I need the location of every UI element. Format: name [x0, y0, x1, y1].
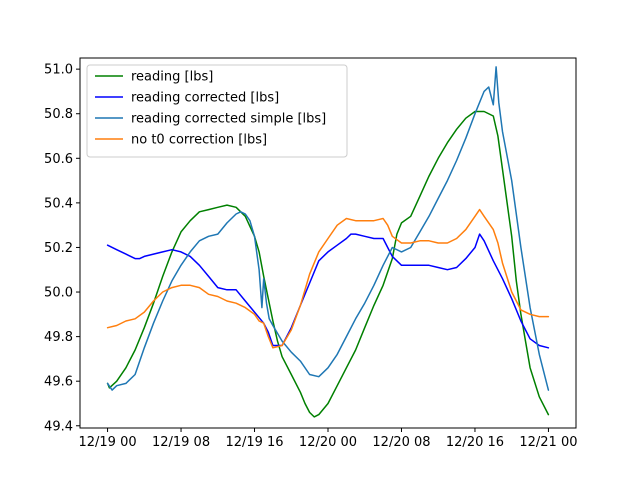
series-line-1 — [106, 233, 550, 349]
y-tick-label: 50.8 — [44, 107, 73, 122]
y-tick-label: 51.0 — [44, 63, 73, 78]
legend-label-1: reading corrected [lbs] — [131, 91, 279, 106]
legend-label-0: reading [lbs] — [131, 70, 213, 85]
y-tick-label: 49.4 — [44, 419, 73, 434]
x-tick-label: 12/20 08 — [372, 435, 430, 450]
x-tick-label: 12/19 16 — [225, 435, 283, 450]
y-tick-label: 49.6 — [44, 375, 73, 390]
x-tick-label: 12/21 00 — [519, 435, 577, 450]
legend-label-2: reading corrected simple [lbs] — [131, 112, 326, 127]
legend-label-3: no t0 correction [lbs] — [131, 133, 267, 148]
y-axis: 49.4 49.6 49.8 50.0 50.2 50.4 50.6 50.8 51.0 — [44, 63, 80, 434]
series-line-0 — [106, 110, 550, 418]
legend: reading [lbs] reading corrected [lbs] read… — [86, 64, 348, 158]
x-tick-label: 12/20 16 — [446, 435, 504, 450]
y-tick-label: 50.0 — [44, 286, 73, 301]
y-tick-label: 50.2 — [44, 241, 73, 256]
x-tick-label: 12/19 00 — [78, 435, 136, 450]
series-line-3 — [106, 208, 550, 349]
y-tick-label: 50.4 — [44, 196, 73, 211]
x-tick-label: 12/20 00 — [299, 435, 357, 450]
y-tick-label: 50.6 — [44, 152, 73, 167]
x-tick-label: 12/19 08 — [152, 435, 210, 450]
y-tick-label: 49.8 — [44, 330, 73, 345]
legend-box — [86, 64, 348, 158]
series-line-2 — [106, 66, 550, 391]
series-layer — [106, 66, 550, 418]
x-axis: 12/19 00 12/19 08 12/19 16 12/20 00 12/20 08… — [78, 428, 578, 450]
